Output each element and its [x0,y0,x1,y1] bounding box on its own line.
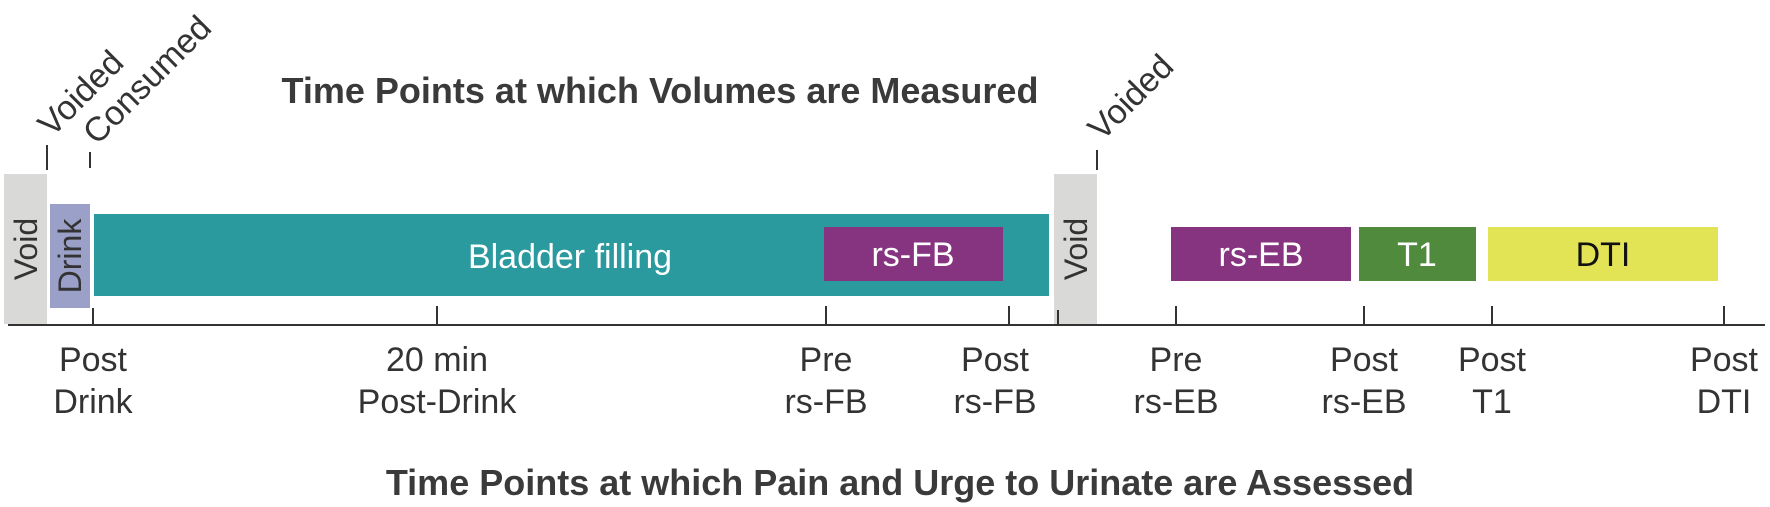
tick-label-pre-rs-fb-line1: Pre [800,341,853,379]
tick-label-post-t1-line1: Post [1458,341,1527,379]
tick-label-post-dti-line2: DTI [1697,383,1752,421]
tick-label-pre-rs-eb-line1: Pre [1150,341,1203,379]
voided-label-2: Voided [1081,47,1181,147]
rs-eb-label: rs-EB [1219,236,1304,274]
tick-label-20min-line2: Post-Drink [358,383,518,421]
t1-label: T1 [1397,236,1437,274]
tick-label-post-t1-line2: T1 [1472,383,1512,421]
tick-label-post-rs-eb-line1: Post [1330,341,1399,379]
tick-label-post-rs-eb-line2: rs-EB [1322,383,1407,421]
bladder-filling-label: Bladder filling [468,238,672,276]
rs-fb-label: rs-FB [871,236,954,274]
tick-label-post-rs-fb-line2: rs-FB [953,383,1036,421]
tick-label-post-dti-line1: Post [1690,341,1759,379]
tick-label-pre-rs-fb-line2: rs-FB [784,383,867,421]
tick-label-post-rs-fb-line1: Post [961,341,1030,379]
tick-label-20min-line1: 20 min [386,341,488,379]
top-title: Time Points at which Volumes are Measure… [282,70,1039,111]
tick-label-post-drink-line1: Post [59,341,128,379]
drink-block [50,204,90,308]
bottom-title: Time Points at which Pain and Urge to Ur… [386,462,1414,503]
tick-label-post-drink-line2: Drink [53,383,133,421]
drink-label: Drink [52,218,88,294]
void-label-1: Void [8,218,44,280]
tick-label-pre-rs-eb-line2: rs-EB [1134,383,1219,421]
void-block-1 [4,174,47,324]
dti-block [1488,227,1718,281]
dti-label: DTI [1576,236,1631,274]
rs-eb-block [1171,227,1351,281]
void-label-2: Void [1058,218,1094,280]
void-block-2 [1054,174,1097,324]
t1-block [1359,227,1476,281]
rs-fb-block [824,227,1003,281]
